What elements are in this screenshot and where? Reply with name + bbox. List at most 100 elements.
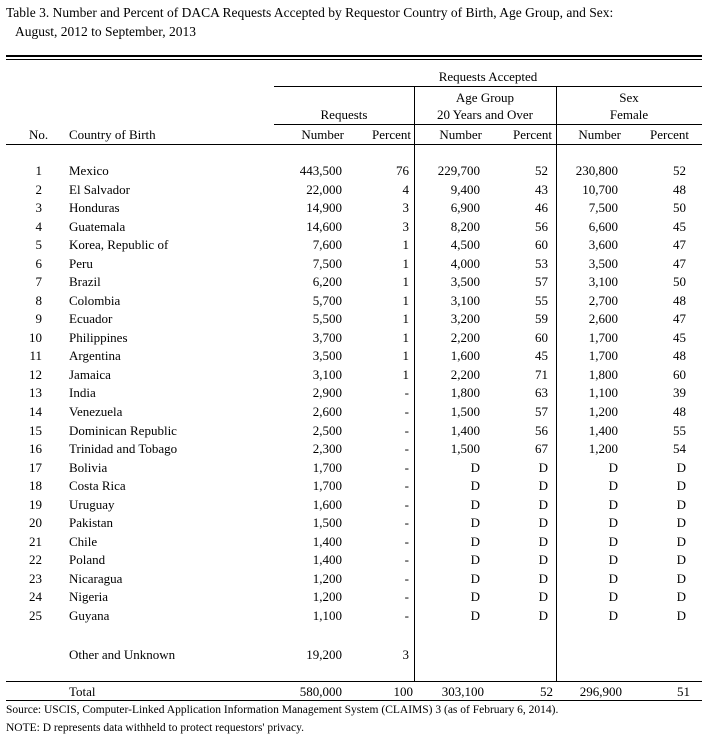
total-top-rule: [6, 681, 702, 682]
header-age-group-line2: 20 Years and Over: [436, 107, 534, 122]
total-label: Total: [69, 684, 96, 699]
row-age-percent: 67: [535, 441, 548, 456]
row-age-percent: 57: [535, 274, 548, 289]
row-requests-percent: -: [404, 460, 409, 475]
row-country: Guatemala: [69, 219, 126, 234]
row-female-percent: 47: [673, 237, 686, 252]
row-country: Chile: [69, 534, 98, 549]
row-country: Jamaica: [69, 367, 111, 382]
row-requests-percent: -: [404, 571, 409, 586]
row-age-percent: 45: [535, 348, 548, 363]
row-number: 15: [29, 423, 42, 438]
row-requests-number: 1,600: [312, 497, 342, 512]
row-age-percent: 46: [535, 200, 548, 215]
row-female-percent: 47: [673, 256, 686, 271]
row-number: 4: [35, 219, 43, 234]
row-number: 3: [35, 200, 43, 215]
row-requests-percent: 3: [402, 219, 410, 234]
row-requests-number: 14,900: [306, 200, 342, 215]
row-female-percent: 54: [673, 441, 686, 456]
row-age-number: 3,100: [450, 293, 480, 308]
row-requests-percent: 1: [402, 256, 410, 271]
row-female-number: D: [608, 571, 618, 586]
row-female-percent: D: [676, 497, 686, 512]
row-requests-percent: 4: [402, 182, 410, 197]
row-requests-percent: -: [404, 552, 409, 567]
table-title-line1: Table 3. Number and Percent of DACA Requ…: [6, 5, 614, 20]
row-female-percent: 48: [673, 182, 686, 197]
row-number: 9: [35, 311, 43, 326]
total-requests-number: 580,000: [299, 684, 342, 699]
row-number: 16: [29, 441, 42, 456]
row-requests-percent: -: [404, 589, 409, 604]
row-age-percent: 56: [535, 219, 548, 234]
row-female-number: 3,500: [588, 256, 618, 271]
row-age-percent: 60: [535, 330, 548, 345]
row-requests-number: 5,500: [312, 311, 342, 326]
row-female-number: 3,100: [588, 274, 618, 289]
row-number: 19: [29, 497, 42, 512]
row-female-percent: D: [676, 552, 686, 567]
other-requests-number: 19,200: [306, 647, 342, 662]
row-number: 1: [35, 163, 43, 178]
row-requests-percent: 1: [402, 367, 410, 382]
row-female-number: 1,400: [588, 423, 618, 438]
row-age-percent: 63: [535, 385, 548, 400]
row-country: Argentina: [69, 348, 121, 363]
row-number: 6: [35, 256, 43, 271]
row-age-percent: D: [538, 497, 548, 512]
column-divider-sex: [556, 87, 557, 682]
row-female-number: D: [608, 608, 618, 623]
row-requests-number: 2,600: [312, 404, 342, 419]
row-age-number: 2,200: [450, 330, 480, 345]
row-age-number: 4,500: [450, 237, 480, 252]
row-age-number: D: [470, 515, 480, 530]
row-requests-percent: 1: [402, 330, 410, 345]
row-age-number: 1,500: [450, 404, 480, 419]
row-female-number: D: [608, 460, 618, 475]
row-country: Trinidad and Tobago: [69, 441, 178, 456]
row-number: 24: [29, 589, 42, 604]
row-requests-percent: 1: [402, 237, 410, 252]
bottom-rule: [6, 700, 702, 701]
row-age-number: 9,400: [450, 182, 480, 197]
row-requests-number: 1,700: [312, 460, 342, 475]
row-requests-number: 1,200: [312, 571, 342, 586]
row-age-number: D: [470, 460, 480, 475]
row-age-number: 3,200: [450, 311, 480, 326]
row-requests-percent: -: [404, 404, 409, 419]
row-female-number: 230,800: [575, 163, 618, 178]
row-requests-number: 3,700: [312, 330, 342, 345]
row-female-percent: D: [676, 478, 686, 493]
row-country: Guyana: [69, 608, 110, 623]
row-female-percent: 45: [673, 330, 686, 345]
row-requests-percent: 1: [402, 274, 410, 289]
row-country: Uruguay: [69, 497, 115, 512]
row-age-number: D: [470, 534, 480, 549]
total-female-number: 296,900: [579, 684, 622, 699]
row-age-percent: 56: [535, 423, 548, 438]
row-number: 21: [29, 534, 42, 549]
row-female-percent: 48: [673, 293, 686, 308]
row-country: Mexico: [69, 163, 109, 178]
row-female-number: 1,800: [588, 367, 618, 382]
row-requests-number: 1,700: [312, 478, 342, 493]
header-female-percent: Percent: [650, 127, 689, 142]
row-female-number: D: [608, 478, 618, 493]
row-number: 5: [35, 237, 43, 252]
table-title-line2: August, 2012 to September, 2013: [15, 24, 196, 39]
column-divider-age: [414, 87, 415, 682]
row-number: 7: [35, 274, 43, 289]
row-requests-percent: 1: [402, 348, 410, 363]
row-female-percent: 39: [673, 385, 686, 400]
row-female-percent: 48: [673, 348, 686, 363]
other-country: Other and Unknown: [69, 647, 176, 662]
row-age-number: D: [470, 552, 480, 567]
header-requests: Requests: [320, 107, 368, 122]
header-age-percent: Percent: [513, 127, 552, 142]
row-age-number: 1,400: [450, 423, 480, 438]
row-age-number: 1,800: [450, 385, 480, 400]
row-country: India: [69, 385, 96, 400]
row-age-number: D: [470, 608, 480, 623]
header-age-group-line1: Age Group: [455, 90, 515, 105]
